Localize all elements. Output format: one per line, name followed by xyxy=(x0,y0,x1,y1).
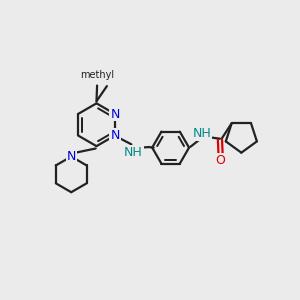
Text: O: O xyxy=(216,154,226,166)
Text: NH: NH xyxy=(124,146,143,159)
Text: N: N xyxy=(110,107,120,121)
Text: N: N xyxy=(67,150,76,163)
Text: NH: NH xyxy=(193,127,211,140)
Text: methyl: methyl xyxy=(80,70,114,80)
Text: N: N xyxy=(110,129,120,142)
